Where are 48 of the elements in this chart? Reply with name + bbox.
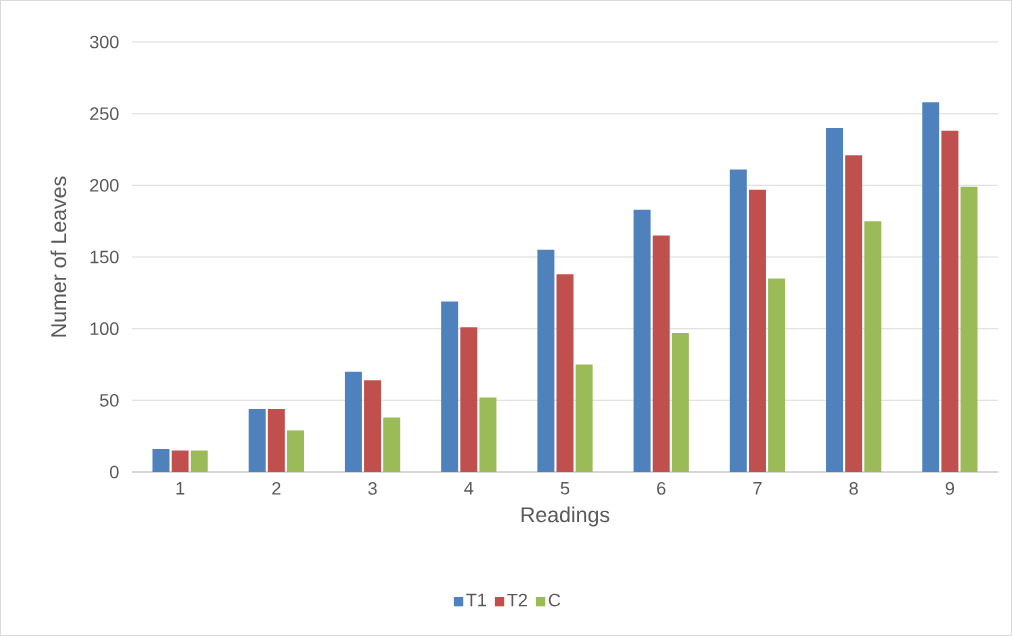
- bar: [344, 371, 362, 472]
- y-tick-label: 50: [99, 393, 119, 407]
- bar: [383, 417, 401, 472]
- bar: [826, 128, 844, 472]
- bar: [248, 408, 266, 472]
- bar: [652, 235, 670, 472]
- y-tick-label: 300: [89, 35, 119, 49]
- y-tick-label: 100: [90, 322, 119, 336]
- y-tick-label: 250: [90, 107, 119, 121]
- legend-label: T2: [507, 593, 527, 607]
- x-tick-label: 8: [849, 482, 858, 495]
- bar: [768, 278, 786, 472]
- bar: [190, 450, 208, 472]
- legend-label: T1: [466, 593, 487, 607]
- x-tick-label: 7: [753, 482, 762, 495]
- bar: [864, 221, 882, 472]
- x-axis-title: Readings: [521, 506, 610, 527]
- bar: [922, 102, 940, 472]
- bar: [941, 130, 959, 472]
- bar: [286, 430, 304, 472]
- bar: [729, 169, 747, 472]
- x-tick-label: 3: [368, 482, 377, 495]
- bar: [845, 155, 863, 472]
- bar: [633, 209, 651, 472]
- x-tick-label: 4: [464, 482, 474, 495]
- bar: [748, 189, 766, 472]
- x-tick-label: 9: [945, 482, 955, 495]
- legend-label: C: [548, 593, 561, 607]
- x-tick-label: 1: [176, 482, 185, 495]
- bar: [460, 327, 478, 472]
- bar: [537, 249, 555, 472]
- y-tick-label: 200: [90, 178, 119, 192]
- bar: [171, 450, 189, 472]
- y-tick-label: 150: [90, 250, 119, 264]
- bar: [575, 364, 593, 472]
- bar: [960, 186, 978, 472]
- x-tick-label: 6: [657, 482, 666, 495]
- bar: [441, 301, 459, 472]
- y-tick-label: 0: [109, 465, 119, 479]
- bar: [267, 408, 285, 472]
- y-axis-title: Numer of Leaves: [50, 176, 67, 337]
- bar: [364, 380, 382, 472]
- bar: [479, 397, 497, 472]
- bar: [152, 449, 170, 472]
- x-tick-label: 2: [272, 482, 281, 495]
- x-tick-label: 5: [560, 482, 570, 495]
- bar: [556, 274, 574, 472]
- bar: [671, 332, 689, 472]
